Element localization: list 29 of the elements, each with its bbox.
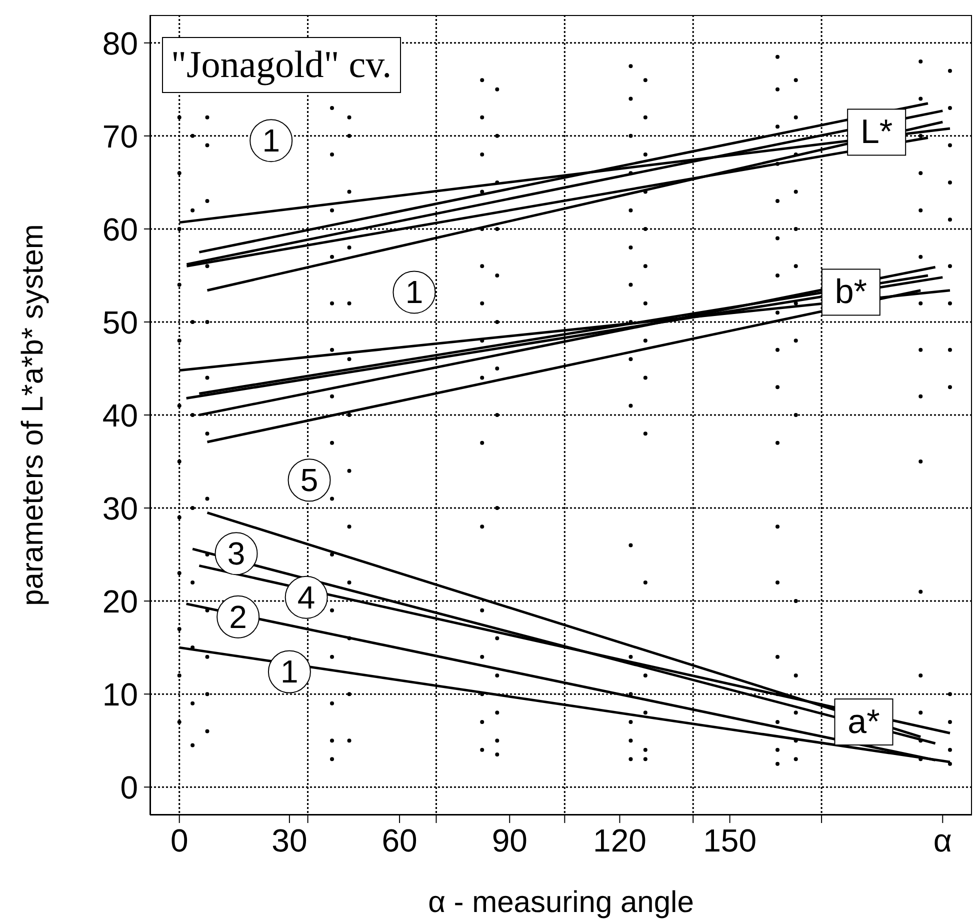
y-axis-title: parameters of L*a*b* system (16, 224, 50, 606)
annotation: 1 (405, 274, 424, 310)
y-tick-label: 50 (102, 304, 138, 340)
text: "Jonagold" cv. (162, 37, 401, 93)
x-tick-label: 120 (593, 822, 646, 859)
annotation: 2 (229, 598, 247, 635)
y-tick-label: 20 (102, 583, 138, 620)
y-tick-label: 40 (102, 397, 138, 434)
annotation: 1 (280, 654, 298, 690)
x-tick-label: 60 (382, 822, 418, 859)
y-tick-label: 0 (120, 769, 138, 806)
annotation: L* (860, 113, 893, 152)
annotation: 1 (262, 122, 280, 159)
annotation: 5 (300, 462, 318, 498)
annotation: 3 (227, 536, 246, 572)
annotation: a* (848, 702, 880, 741)
x-axis-title: α - measuring angle (428, 886, 694, 919)
x-tick-label: 150 (703, 822, 756, 859)
x-tick-label: 90 (492, 822, 528, 859)
x-tick-label: 0 (170, 822, 188, 859)
annotation: 4 (297, 579, 316, 616)
y-tick-label: 70 (102, 118, 138, 154)
y-tick-label: 10 (102, 676, 138, 712)
y-tick-label: 80 (102, 25, 138, 62)
y-tick-label: 30 (102, 490, 138, 526)
annotation: b* (834, 273, 867, 312)
y-tick-label: 60 (102, 211, 138, 248)
x-tick-label: 30 (272, 822, 308, 859)
x-tick-label: α (933, 822, 952, 859)
